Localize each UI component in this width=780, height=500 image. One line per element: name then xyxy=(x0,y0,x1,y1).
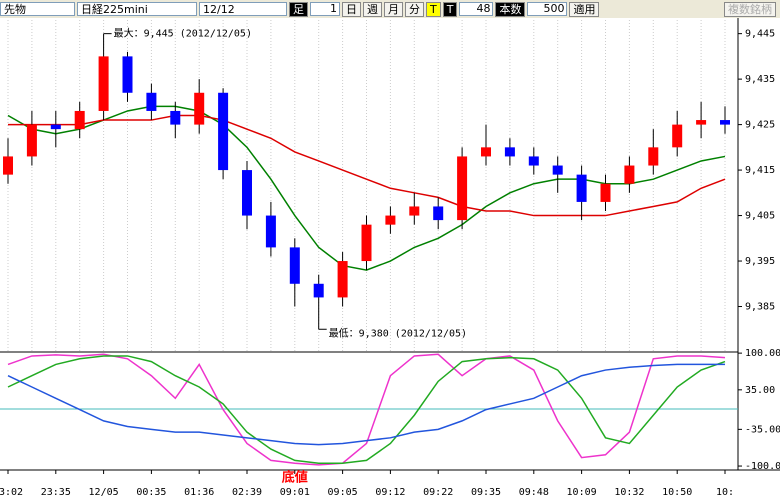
y-tick-label: 35.00 xyxy=(745,385,775,396)
candle-body xyxy=(504,147,515,157)
period-button[interactable]: 月 xyxy=(384,1,403,17)
candle-body xyxy=(433,206,444,221)
x-tick-label: 10: xyxy=(716,487,734,498)
period-button[interactable]: T xyxy=(426,1,441,17)
candle-body xyxy=(146,92,157,111)
x-tick-label: 09:22 xyxy=(423,487,453,498)
annotation: 底値 xyxy=(282,470,308,486)
candle-body xyxy=(528,156,539,166)
y-tick-label: 9,435 xyxy=(745,74,775,85)
candle-body xyxy=(361,224,372,262)
candle-body xyxy=(170,110,181,125)
candle-body xyxy=(3,156,13,175)
candle-body xyxy=(409,206,420,216)
x-tick-label: 12/05 xyxy=(89,487,119,498)
line xyxy=(8,114,726,217)
candle-body xyxy=(50,124,61,130)
candle-body xyxy=(242,170,252,216)
count-label: 本数 xyxy=(495,1,526,17)
period-button[interactable]: 週 xyxy=(363,1,382,17)
candle-body xyxy=(696,120,707,125)
x-tick-label: 09:35 xyxy=(471,487,501,498)
instrument-select[interactable]: 日経225mini xyxy=(77,2,197,16)
bar-value[interactable]: 1 xyxy=(310,2,340,16)
x-tick-label: 10:09 xyxy=(567,487,597,498)
t-label: T xyxy=(442,1,458,17)
apply-button[interactable]: 適用 xyxy=(569,1,600,17)
multi-button[interactable]: 複数銘柄 xyxy=(724,1,776,17)
symbol-select[interactable]: 先物 xyxy=(0,2,75,16)
x-tick-label: 09:05 xyxy=(328,487,358,498)
x-tick-label: 09:48 xyxy=(519,487,549,498)
candle-body xyxy=(218,92,229,171)
y-tick-label: 9,425 xyxy=(745,120,775,131)
y-tick-label: 9,385 xyxy=(745,302,775,313)
candle-body xyxy=(648,147,659,166)
candle-body xyxy=(26,124,37,157)
y-tick-label: 9,405 xyxy=(745,211,775,222)
candle-body xyxy=(313,283,324,298)
date-select[interactable]: 12/12 xyxy=(199,2,287,16)
candle-body xyxy=(576,174,587,202)
candle-body xyxy=(337,261,348,298)
y-tick-label: 100.00 xyxy=(745,348,780,359)
y-tick-label: 9,395 xyxy=(745,256,775,267)
y-tick-label: -35.00 xyxy=(745,424,780,435)
x-tick-label: 09:01 xyxy=(280,487,310,498)
x-tick-label: 23:35 xyxy=(41,487,71,498)
candle-body xyxy=(74,110,85,130)
candle-body xyxy=(457,156,468,221)
period-button[interactable]: 分 xyxy=(405,1,424,17)
candle-body xyxy=(672,124,683,148)
line xyxy=(7,353,726,466)
candle-body xyxy=(194,92,205,125)
plot-layer: 9,445 9,435 9,425 9,415 9,405 9,395 9,385 最大：9,… xyxy=(0,20,780,498)
bar-label: 足 xyxy=(289,1,308,17)
line xyxy=(7,355,726,464)
candle-body xyxy=(600,183,611,202)
candle-body xyxy=(385,215,396,225)
x-tick-label: 00:35 xyxy=(136,487,166,498)
chart: 9,445 9,435 9,425 9,415 9,405 9,395 9,385 最大：9,… xyxy=(0,18,780,498)
candle-body xyxy=(624,165,635,184)
period-button[interactable]: 日 xyxy=(342,1,361,17)
candle-body xyxy=(481,147,491,157)
count-value[interactable]: 48 xyxy=(459,2,494,16)
candle-body xyxy=(122,56,133,93)
candle-body xyxy=(265,215,276,248)
candle-body xyxy=(720,120,730,125)
annotation: 最低：9,380 (2012/12/05) xyxy=(329,326,467,339)
x-tick-label: 10:32 xyxy=(614,487,644,498)
count-max[interactable]: 500 xyxy=(527,2,568,16)
x-tick-label: 02:39 xyxy=(232,487,262,498)
candle-body xyxy=(98,56,109,111)
candle-body xyxy=(289,247,300,284)
x-tick-label: 09:12 xyxy=(375,487,405,498)
annotation: 最大：9,445 (2012/12/05) xyxy=(114,27,252,40)
x-tick-label: 10:50 xyxy=(662,487,692,498)
y-tick-label: 9,445 xyxy=(745,29,775,40)
y-tick-label: -100.00 xyxy=(745,461,780,472)
line xyxy=(7,363,725,446)
x-tick-label: 23:02 xyxy=(0,487,23,498)
y-tick-label: 9,415 xyxy=(745,165,775,176)
x-tick-label: 01:36 xyxy=(184,487,214,498)
candle-body xyxy=(552,165,563,175)
